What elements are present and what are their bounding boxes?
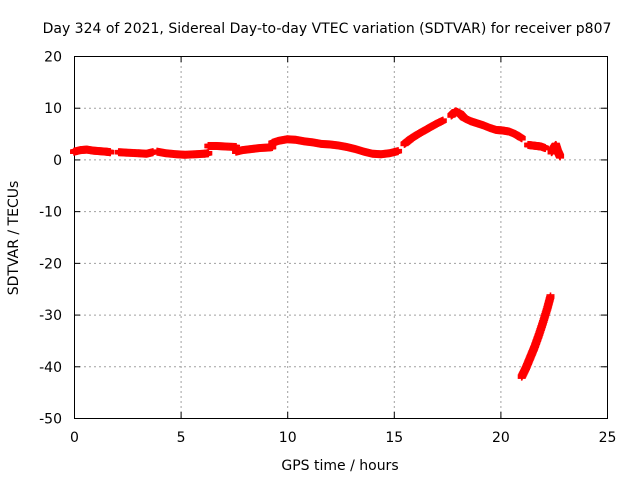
data-point bbox=[517, 134, 526, 143]
x-tick-label: 15 bbox=[385, 430, 403, 446]
data-point bbox=[541, 144, 550, 153]
data-point bbox=[394, 147, 403, 156]
y-tick-label: -10 bbox=[39, 205, 62, 221]
data-point bbox=[556, 152, 565, 161]
y-axis-label: SDTVAR / TECUs bbox=[6, 181, 22, 296]
data-point bbox=[204, 149, 213, 158]
y-tick-label: 0 bbox=[53, 153, 62, 169]
y-tick-label: -40 bbox=[39, 360, 62, 376]
x-axis-label: GPS time / hours bbox=[281, 458, 398, 474]
gridlines bbox=[74, 56, 607, 418]
y-tick-labels: -50 -40 -30 -20 -10 0 10 20 bbox=[39, 50, 62, 428]
y-tick-label: 20 bbox=[44, 50, 62, 66]
plot-frame bbox=[74, 56, 608, 419]
x-tick-label: 25 bbox=[599, 430, 617, 446]
x-tick-labels: 0 5 10 15 20 25 bbox=[70, 430, 616, 446]
data-point bbox=[438, 116, 447, 125]
y-tick-label: -50 bbox=[39, 412, 62, 428]
y-tick-label: -20 bbox=[39, 256, 62, 272]
axis-ticks bbox=[74, 56, 608, 419]
chart-title: Day 324 of 2021, Sidereal Day-to-day VTE… bbox=[43, 21, 612, 37]
x-tick-label: 0 bbox=[70, 430, 79, 446]
x-tick-label: 20 bbox=[492, 430, 510, 446]
data-marks bbox=[70, 107, 565, 381]
x-tick-label: 5 bbox=[177, 430, 186, 446]
y-tick-label: -30 bbox=[39, 308, 62, 324]
data-point bbox=[546, 292, 555, 301]
x-tick-label: 10 bbox=[279, 430, 297, 446]
y-tick-label: 10 bbox=[44, 101, 62, 117]
data-point bbox=[106, 148, 115, 157]
